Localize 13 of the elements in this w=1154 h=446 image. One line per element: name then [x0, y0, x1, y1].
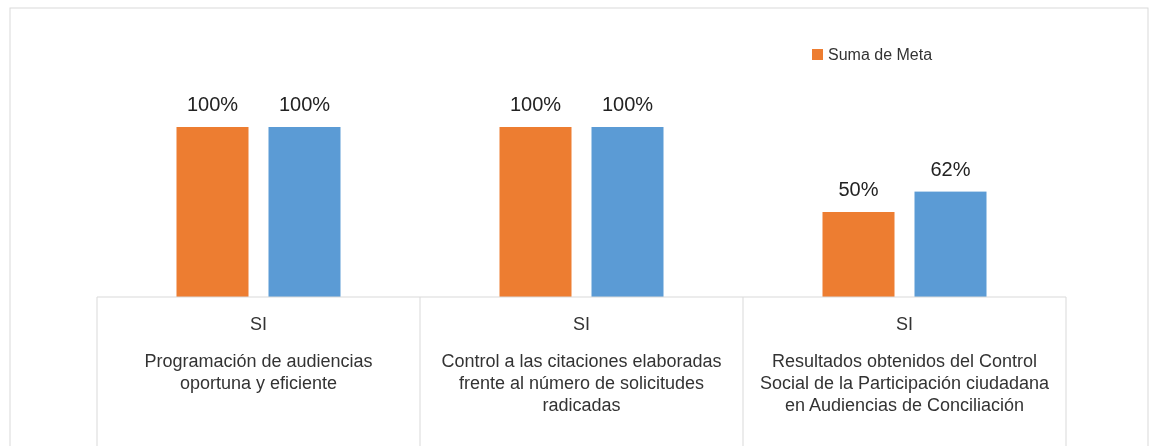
data-label: 100% — [601, 93, 654, 115]
legend-label: Suma de Meta — [828, 46, 933, 63]
x-tick-label: Programación de audiencias oportuna y eficiente — [144, 351, 373, 393]
data-label: 50% — [838, 178, 879, 200]
data-label: 62% — [930, 157, 971, 180]
x-tick-label: Control a las citaciones elaboradas frente al número de solicitudes radicadas — [441, 351, 722, 415]
data-label: 100% — [509, 93, 562, 115]
data-label: 100% — [278, 93, 331, 115]
text: SI — [249, 314, 268, 334]
x-tick-label: Resultados obtenidos del Control Social de la Participación ciudadana en Audiencias de Conciliación — [759, 351, 1051, 415]
data-label: 100% — [186, 93, 239, 115]
text: SI — [895, 314, 914, 334]
text: SI — [572, 314, 591, 334]
